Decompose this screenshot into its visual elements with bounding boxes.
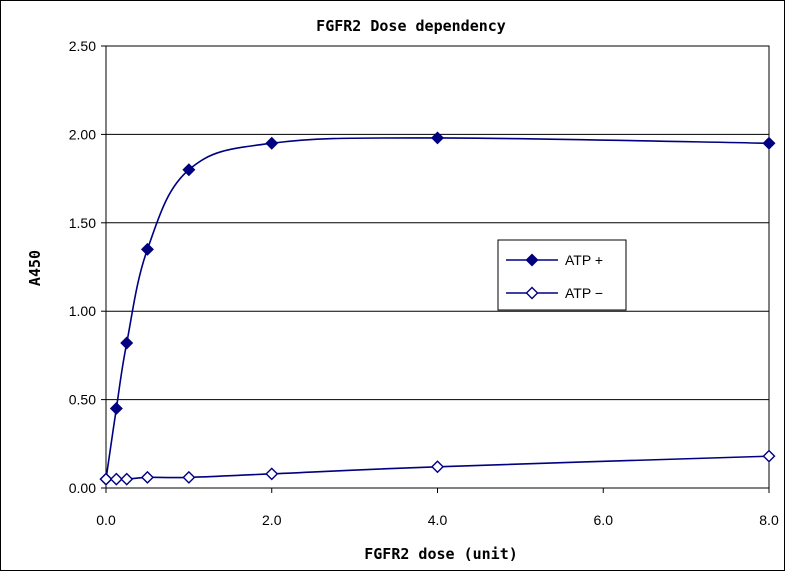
x-tick-label: 4.0 — [428, 512, 448, 528]
y-tick-label: 2.50 — [69, 38, 96, 54]
data-point-atp-plus — [109, 401, 123, 415]
data-point-atp-plus — [431, 131, 444, 145]
legend-label-atp-minus: ATP − — [565, 285, 603, 301]
data-point-atp-minus — [120, 472, 134, 486]
y-tick-label: 2.00 — [69, 126, 96, 142]
y-tick-label: 0.00 — [69, 480, 96, 496]
data-point-atp-plus — [265, 136, 279, 150]
data-point-atp-plus — [762, 136, 776, 150]
legend-marker-atp-plus — [525, 253, 539, 267]
y-tick-label: 1.50 — [69, 215, 96, 231]
data-point-atp-plus — [182, 163, 196, 177]
data-point-atp-plus — [140, 242, 154, 256]
x-axis-label: FGFR2 dose (unit) — [364, 545, 518, 563]
series-layer — [99, 131, 776, 486]
y-tick-label: 1.00 — [69, 303, 96, 319]
y-axis-label: A450 — [26, 250, 44, 286]
data-point-atp-minus — [265, 467, 279, 481]
legend: ATP + ATP − — [497, 239, 627, 311]
legend-marker-atp-minus — [525, 286, 539, 300]
data-point-atp-minus — [99, 472, 113, 486]
data-point-atp-minus — [140, 470, 154, 484]
data-point-atp-plus — [120, 336, 134, 350]
x-tick-label: 0.0 — [96, 512, 116, 528]
data-point-atp-minus — [109, 472, 123, 486]
data-point-atp-minus — [182, 470, 196, 484]
x-tick-label: 2.0 — [262, 512, 282, 528]
x-tick-label: 6.0 — [594, 512, 614, 528]
y-tick-label: 0.50 — [69, 392, 96, 408]
plot-area — [105, 45, 770, 489]
legend-label-atp-plus: ATP + — [565, 252, 603, 268]
data-point-atp-minus — [431, 460, 444, 474]
legend-box — [497, 239, 627, 311]
tick-layer: 0.00 0.50 1.00 1.50 2.00 2.50 0.0 2.0 4.0 6.0 8.0 — [69, 38, 779, 528]
data-point-atp-minus — [762, 449, 776, 463]
series-line-atp-plus — [105, 137, 770, 480]
x-tick-label: 8.0 — [759, 512, 779, 528]
grid-layer — [106, 45, 769, 401]
chart-title: FGFR2 Dose dependency — [316, 17, 506, 35]
